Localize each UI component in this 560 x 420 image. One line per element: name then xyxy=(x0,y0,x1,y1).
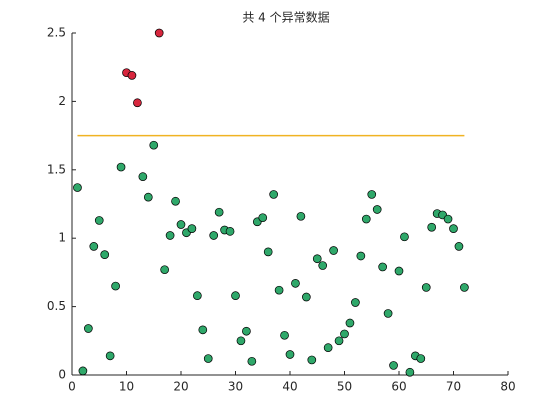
point xyxy=(318,261,328,270)
point xyxy=(263,247,273,257)
point xyxy=(302,292,311,302)
point xyxy=(383,309,393,318)
point xyxy=(165,231,175,240)
point xyxy=(389,361,398,370)
point xyxy=(351,298,360,307)
point xyxy=(149,140,159,150)
point xyxy=(312,254,322,264)
x-tick-label: 50 xyxy=(337,380,352,394)
y-tick-label: 0 xyxy=(58,368,66,382)
point xyxy=(94,216,104,225)
point xyxy=(280,330,289,340)
point xyxy=(460,283,469,292)
x-tick-label: 60 xyxy=(391,380,406,394)
point xyxy=(340,329,349,339)
point xyxy=(427,222,437,232)
point xyxy=(225,227,235,236)
point xyxy=(203,354,213,363)
point xyxy=(454,242,464,251)
point xyxy=(198,325,208,335)
point xyxy=(247,356,257,366)
point xyxy=(421,283,431,292)
chart-title: 共 4 个异常数据 xyxy=(242,10,329,25)
point xyxy=(372,205,382,214)
x-tick-label: 0 xyxy=(68,380,76,394)
point xyxy=(274,285,284,295)
point xyxy=(443,214,453,224)
point xyxy=(89,242,99,251)
point xyxy=(214,207,224,217)
point xyxy=(329,246,338,255)
y-tick-label: 1.5 xyxy=(47,162,66,176)
point xyxy=(405,367,415,377)
point xyxy=(105,351,115,361)
point xyxy=(334,336,344,346)
point xyxy=(394,266,404,276)
point xyxy=(154,28,164,38)
point xyxy=(242,326,251,336)
point xyxy=(367,190,377,199)
point xyxy=(138,172,148,181)
point xyxy=(307,355,317,365)
point xyxy=(127,71,137,80)
y-tick-label: 2.5 xyxy=(47,26,66,40)
x-tick-label: 80 xyxy=(500,380,515,394)
point xyxy=(143,192,153,202)
point xyxy=(361,214,371,224)
point xyxy=(171,196,180,206)
x-tick-label: 70 xyxy=(446,380,461,394)
point xyxy=(449,224,458,233)
point xyxy=(176,220,186,229)
point xyxy=(187,224,197,233)
point xyxy=(73,183,82,192)
y-tick-label: 2 xyxy=(58,94,66,108)
point xyxy=(296,211,306,221)
x-tick-label: 20 xyxy=(173,380,188,394)
point xyxy=(291,278,300,288)
point xyxy=(116,162,126,172)
point xyxy=(133,98,142,108)
point xyxy=(356,251,366,261)
point xyxy=(269,190,278,199)
point xyxy=(231,291,240,301)
point xyxy=(193,291,202,301)
point xyxy=(111,281,120,291)
point xyxy=(258,213,268,223)
point xyxy=(209,231,219,240)
point xyxy=(160,265,169,275)
point xyxy=(323,343,333,352)
point xyxy=(236,336,246,346)
x-tick-label: 40 xyxy=(282,380,297,394)
y-tick-label: 1 xyxy=(58,231,66,245)
point xyxy=(78,366,88,376)
point xyxy=(83,324,93,333)
x-tick-label: 10 xyxy=(119,380,134,394)
point xyxy=(416,354,426,363)
point xyxy=(100,250,110,259)
point xyxy=(345,318,355,328)
point xyxy=(400,232,409,242)
point xyxy=(285,350,295,359)
point xyxy=(378,262,387,272)
y-tick-label: 0.5 xyxy=(47,299,66,313)
x-tick-label: 30 xyxy=(228,380,243,394)
